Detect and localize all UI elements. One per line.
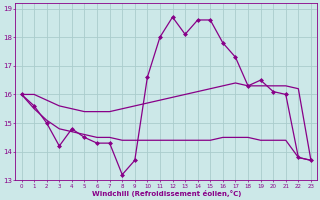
- X-axis label: Windchill (Refroidissement éolien,°C): Windchill (Refroidissement éolien,°C): [92, 190, 241, 197]
